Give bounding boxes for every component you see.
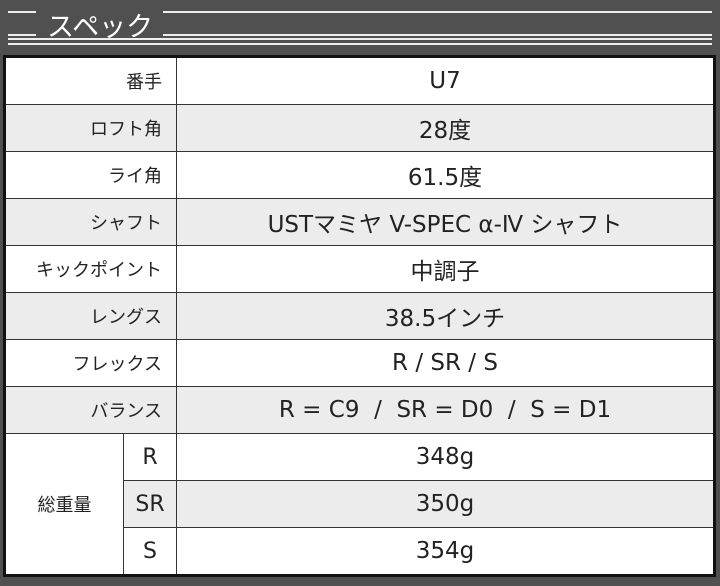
divider	[8, 43, 712, 45]
spec-value: USTマミヤ V-SPEC α-Ⅳ シャフト	[176, 198, 715, 246]
spec-table: 番手 U7 ロフト角 28度 ライ角 61.5度 シャフト USTマミヤ V-SPEC α-Ⅳ…	[3, 55, 716, 577]
spec-row: ロフト角 28度	[4, 104, 715, 152]
spec-row: バランス R = C9 / SR = D0 / S = D1	[4, 386, 715, 434]
flex-label: R	[123, 433, 177, 481]
section-title: スペック	[47, 12, 154, 43]
spec-label: 番手	[4, 56, 177, 105]
spec-value: R / SR / S	[176, 339, 715, 387]
weight-row: 総重量 R 348g	[4, 433, 715, 576]
weight-value: 354g	[176, 527, 715, 576]
spec-value: 38.5インチ	[176, 292, 715, 340]
spec-value: 中調子	[176, 245, 715, 293]
weight-row: SR 350g	[5, 480, 715, 528]
spec-label: ライ角	[4, 151, 177, 199]
divider	[8, 34, 36, 36]
weight-row: S 354g	[5, 527, 715, 576]
spec-value: 28度	[176, 104, 715, 152]
spec-row: ライ角 61.5度	[4, 151, 715, 199]
divider	[8, 38, 712, 40]
divider	[8, 11, 36, 13]
spec-row: キックポイント 中調子	[4, 245, 715, 293]
spec-value: 61.5度	[176, 151, 715, 199]
weight-value: 348g	[176, 433, 715, 481]
weight-value: 350g	[176, 480, 715, 528]
spec-value: R = C9 / SR = D0 / S = D1	[176, 386, 715, 434]
flex-label: S	[123, 527, 177, 576]
spec-label: ロフト角	[4, 104, 177, 152]
spec-row: レングス 38.5インチ	[4, 292, 715, 340]
spec-row: シャフト USTマミヤ V-SPEC α-Ⅳ シャフト	[4, 198, 715, 246]
weight-label: 総重量	[4, 433, 124, 576]
spec-label: シャフト	[4, 198, 177, 246]
divider	[163, 11, 712, 13]
section-header: スペック	[0, 0, 720, 54]
spec-label: フレックス	[4, 339, 177, 387]
spec-row: 番手 U7	[4, 56, 715, 105]
flex-label: SR	[123, 480, 177, 528]
spec-value: U7	[176, 56, 715, 105]
spec-label: レングス	[4, 292, 177, 340]
divider	[163, 34, 712, 36]
spec-label: キックポイント	[4, 245, 177, 293]
spec-label: バランス	[4, 386, 177, 434]
spec-row: フレックス R / SR / S	[4, 339, 715, 387]
